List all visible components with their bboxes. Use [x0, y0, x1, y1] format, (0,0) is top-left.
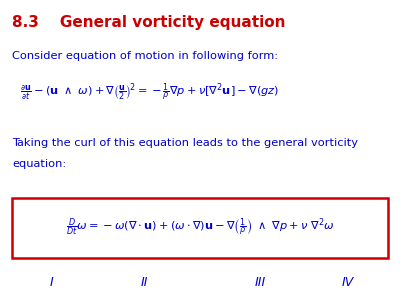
Text: $\frac{\partial \mathbf{u}}{\partial t} - (\mathbf{u}\ \wedge\ \omega) + \nabla : $\frac{\partial \mathbf{u}}{\partial t} … — [20, 81, 279, 104]
Text: Taking the curl of this equation leads to the general vorticity: Taking the curl of this equation leads t… — [12, 138, 358, 148]
Text: Consider equation of motion in following form:: Consider equation of motion in following… — [12, 51, 278, 61]
FancyBboxPatch shape — [12, 198, 388, 258]
Text: $\frac{D}{Dt}\omega = -\omega(\nabla \cdot \mathbf{u}) + (\omega \cdot \nabla)\m: $\frac{D}{Dt}\omega = -\omega(\nabla \cd… — [66, 216, 334, 239]
Text: II: II — [140, 275, 148, 289]
Text: equation:: equation: — [12, 159, 66, 169]
Text: III: III — [254, 275, 266, 289]
Text: 8.3    General vorticity equation: 8.3 General vorticity equation — [12, 15, 286, 30]
Text: IV: IV — [342, 275, 354, 289]
Text: I: I — [50, 275, 54, 289]
